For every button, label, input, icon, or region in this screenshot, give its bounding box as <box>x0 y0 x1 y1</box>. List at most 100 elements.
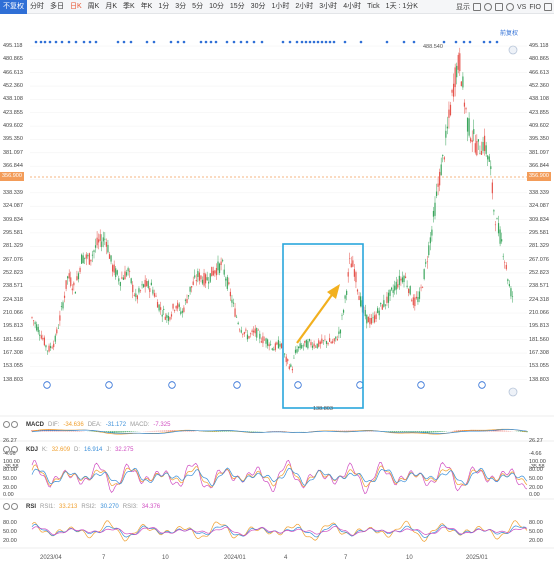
candle-body <box>490 166 492 170</box>
tab-no-adjust[interactable]: 不复权 <box>0 0 27 14</box>
candle-body <box>335 336 337 339</box>
date-tick: 2024/01 <box>224 555 246 561</box>
j-line <box>31 459 528 495</box>
date-axis: 2023/04 7 10 2024/01 4 7 10 2025/01 <box>0 552 554 564</box>
display-menu[interactable]: 显示 <box>455 4 470 11</box>
tab-year-k[interactable]: 年K <box>140 2 153 10</box>
candle-body <box>234 308 236 317</box>
price-tick: 309.834 <box>3 216 23 223</box>
tab-5min[interactable]: 5分 <box>192 2 204 10</box>
candle-body <box>494 224 497 226</box>
candle-body <box>439 171 441 186</box>
candle-body <box>229 291 231 297</box>
tab-1min[interactable]: 1分 <box>158 2 170 10</box>
tab-2hour[interactable]: 2小时 <box>295 2 314 10</box>
candle-body <box>291 369 293 371</box>
draw-icon[interactable] <box>494 3 503 11</box>
tab-intraday[interactable]: 分时 <box>30 2 44 10</box>
tab-15min[interactable]: 15分 <box>229 2 245 10</box>
candle-body <box>101 241 103 248</box>
price-tick: 480.865 <box>529 56 549 63</box>
candle-body <box>313 343 315 347</box>
candle-body <box>68 273 70 279</box>
price-tick: 267.076 <box>529 256 549 263</box>
candle-body <box>414 297 416 307</box>
tab-month-k[interactable]: 月K <box>105 2 118 10</box>
candle-body <box>370 318 373 324</box>
candle-body <box>442 154 444 157</box>
tab-3hour[interactable]: 3小时 <box>319 2 338 10</box>
candle-body <box>459 53 461 72</box>
tab-4hour[interactable]: 4小时 <box>343 2 362 10</box>
fullscreen-icon[interactable] <box>544 3 552 11</box>
price-tick: 295.581 <box>529 229 549 236</box>
candle-body <box>192 281 194 285</box>
rsi3-label: RSI3: <box>122 504 138 510</box>
candle-body <box>341 315 343 316</box>
tab-1day-1min[interactable]: 1天 : 1分K <box>385 2 418 10</box>
candle-body <box>183 307 185 312</box>
candle-body <box>65 280 67 289</box>
vs-button[interactable]: VS <box>516 3 527 11</box>
dea-line <box>31 429 528 435</box>
tab-quarter-k[interactable]: 季K <box>123 2 135 10</box>
gear-icon[interactable] <box>3 446 10 453</box>
tab-1hour[interactable]: 1小时 <box>271 2 290 10</box>
dif-label: DIF: <box>48 422 60 428</box>
eye-icon[interactable] <box>11 446 18 453</box>
price-tick: 495.118 <box>529 43 549 49</box>
event-dot <box>328 40 332 44</box>
candle-body <box>440 164 442 176</box>
adjust-label[interactable]: 前复权 <box>500 31 519 37</box>
rsi-name[interactable]: RSI <box>26 504 37 510</box>
event-dot <box>252 40 256 44</box>
candle-body <box>336 339 338 341</box>
macd-tick: 26.27 <box>529 438 543 444</box>
candle-body <box>50 346 52 348</box>
price-tick: 381.097 <box>529 149 549 156</box>
candle-body <box>375 314 377 320</box>
gear-icon[interactable] <box>3 503 10 510</box>
kdj-name[interactable]: KDJ <box>26 447 39 453</box>
candle-body <box>293 357 295 359</box>
candle-body <box>248 336 250 339</box>
tab-week-k[interactable]: 周K <box>87 2 100 10</box>
candle-body <box>280 343 283 349</box>
date-tick: 10 <box>406 555 413 561</box>
tab-multiday[interactable]: 多日 <box>50 2 64 10</box>
candle-body <box>174 310 176 311</box>
candle-body <box>338 331 340 334</box>
macd-name[interactable]: MACD <box>26 422 44 428</box>
candle-body <box>249 333 252 335</box>
candle-body <box>406 285 408 287</box>
candle-body <box>122 277 125 280</box>
candle-body <box>63 295 66 298</box>
tab-10min[interactable]: 10分 <box>209 2 224 10</box>
kdj-tick: 100.00 <box>529 459 546 465</box>
candle-body <box>172 303 174 309</box>
candle-body <box>57 327 59 329</box>
tab-30min[interactable]: 30分 <box>250 2 266 10</box>
eye-icon[interactable] <box>11 421 18 428</box>
square-icon[interactable] <box>472 3 481 11</box>
candle-body <box>152 289 154 294</box>
fib-button[interactable]: FIO <box>529 3 541 11</box>
candle-body <box>79 267 81 272</box>
refresh-icon[interactable] <box>505 3 514 11</box>
candle-body <box>209 273 211 282</box>
camera-icon[interactable] <box>483 3 492 11</box>
gear-icon[interactable] <box>3 421 10 428</box>
event-dot <box>43 40 47 44</box>
candle-body <box>493 210 495 212</box>
eye-icon[interactable] <box>11 503 18 510</box>
candle-body <box>263 339 266 341</box>
tab-3min[interactable]: 3分 <box>175 2 187 10</box>
candle-body <box>435 191 438 196</box>
event-dot <box>122 40 126 44</box>
price-chart[interactable]: 495.118 480.865 466.613 452.360 438.108 423.8… <box>0 31 554 412</box>
candle-body <box>32 320 35 322</box>
tab-day-k[interactable]: 日K <box>70 2 82 10</box>
event-dot <box>454 40 458 44</box>
earnings-marker-icon <box>168 381 176 389</box>
tab-tick[interactable]: Tick <box>367 2 380 10</box>
